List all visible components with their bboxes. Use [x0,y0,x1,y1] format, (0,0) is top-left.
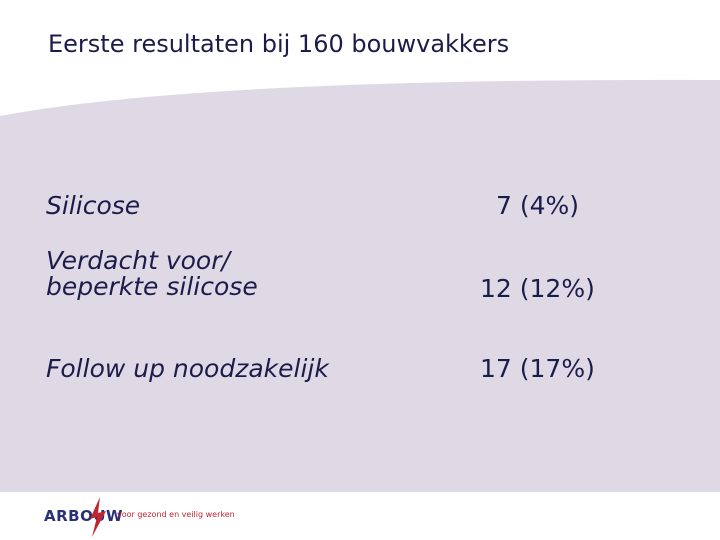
row-label-follow-up: Follow up noodzakelijk [46,354,329,383]
slide-title: Eerste resultaten bij 160 bouwvakkers [48,30,510,58]
row-label-verdacht: Verdacht voor/ beperkte silicose [46,246,258,301]
row-value-verdacht: 12 (12%) [480,274,595,303]
footer-tagline: voor gezond en veilig werken [117,510,235,519]
row-value-follow-up: 17 (17%) [480,354,595,383]
footer-bar [0,492,720,540]
row-value-silicose: 7 (4%) [496,191,580,220]
row-label-silicose: Silicose [46,191,141,220]
arbouw-logo: ARBOUW [44,507,124,525]
lightning-bolt-icon [90,497,106,537]
